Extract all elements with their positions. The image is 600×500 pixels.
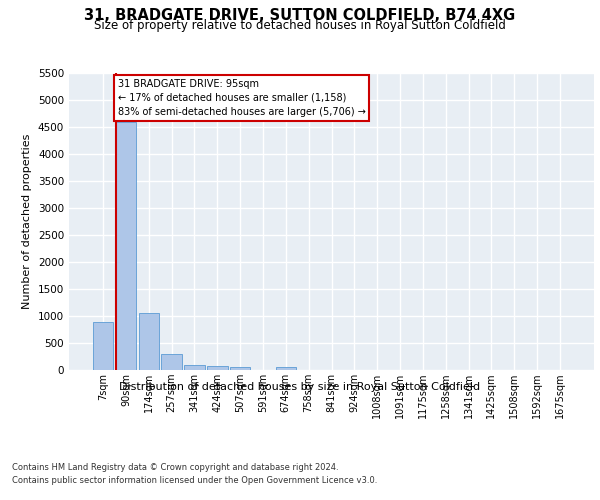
Bar <box>275 367 296 370</box>
Text: Size of property relative to detached houses in Royal Sutton Coldfield: Size of property relative to detached ho… <box>94 19 506 32</box>
Text: 31 BRADGATE DRIVE: 95sqm
← 17% of detached houses are smaller (1,158)
83% of sem: 31 BRADGATE DRIVE: 95sqm ← 17% of detach… <box>118 79 365 117</box>
Bar <box>93 322 113 370</box>
Text: Distribution of detached houses by size in Royal Sutton Coldfield: Distribution of detached houses by size … <box>119 382 481 392</box>
Bar <box>184 365 205 370</box>
Bar <box>230 367 250 370</box>
Bar <box>139 312 159 370</box>
Bar <box>207 366 227 370</box>
Bar <box>116 122 136 370</box>
Y-axis label: Number of detached properties: Number of detached properties <box>22 134 32 309</box>
Bar <box>161 354 182 370</box>
Text: Contains public sector information licensed under the Open Government Licence v3: Contains public sector information licen… <box>12 476 377 485</box>
Text: 31, BRADGATE DRIVE, SUTTON COLDFIELD, B74 4XG: 31, BRADGATE DRIVE, SUTTON COLDFIELD, B7… <box>85 8 515 22</box>
Text: Contains HM Land Registry data © Crown copyright and database right 2024.: Contains HM Land Registry data © Crown c… <box>12 462 338 471</box>
